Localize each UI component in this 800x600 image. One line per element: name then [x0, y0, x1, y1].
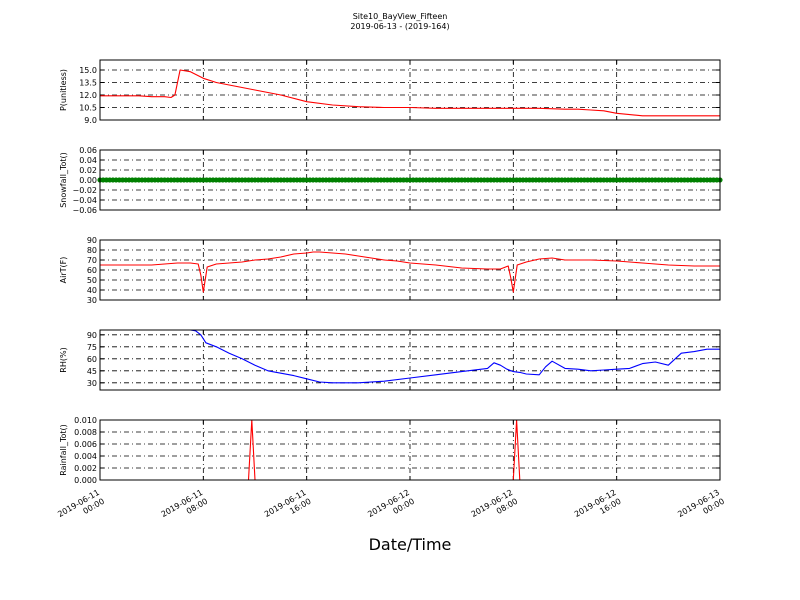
x-tick-label: 2019-06-1100:00 [56, 488, 106, 528]
y-tick-label: 10.5 [79, 104, 97, 113]
axes-frame [99, 419, 721, 481]
y-tick-label: 45 [87, 367, 97, 376]
figure-title: Site10_BayView_Fifteen [353, 12, 448, 21]
axes-frame [99, 149, 721, 211]
y-tick-label: 0.06 [79, 146, 97, 155]
y-tick-label: 90 [87, 331, 97, 340]
y-tick-label: 0.002 [74, 464, 97, 473]
figure-subtitle: 2019-06-13 - (2019-164) [350, 22, 449, 31]
x-tick-label: 2019-06-1116:00 [263, 488, 313, 528]
y-tick-label: 60 [87, 355, 97, 364]
y-tick-label: 40 [87, 286, 97, 295]
series-line [100, 69, 720, 117]
y-tick-label: 0.02 [79, 166, 97, 175]
y-tick-label: 15.0 [79, 66, 97, 75]
x-tick-label: 2019-06-1200:00 [366, 488, 416, 528]
y-tick-label: 90 [87, 236, 97, 245]
x-tick-label: 2019-06-1108:00 [160, 488, 210, 528]
subplot-5: 0.000 0.002 0.004 0.006 0.008 0.010 Rainfall_T… [56, 416, 726, 528]
y-axis-label: Snowfall_Tot() [59, 152, 68, 208]
y-tick-label: 30 [87, 379, 97, 388]
y-axis-label: P(unitless) [59, 69, 68, 111]
axes-frame [99, 239, 721, 301]
series-line [100, 251, 720, 293]
y-tick-label: 60 [87, 266, 97, 275]
y-tick-label: 30 [87, 296, 97, 305]
y-axis-label: Rainfall_Tot() [59, 424, 68, 476]
y-axis-label: RH(%) [59, 347, 68, 372]
x-axis-label: Date/Time [369, 535, 452, 554]
subplot-4: 30 45 60 75 90 RH(%) [59, 329, 721, 391]
y-tick-label: 9.0 [84, 116, 97, 125]
panels-container: 9.0 10.5 12.0 13.5 15.0 P(unitless) −0.06−0.04… [56, 59, 726, 528]
y-tick-label: −0.02 [72, 186, 97, 195]
series-line [190, 329, 720, 384]
x-tick-label: 2019-06-1300:00 [676, 488, 726, 528]
y-tick-label: 0.04 [79, 156, 97, 165]
y-tick-label: 0.000 [74, 476, 97, 485]
subplot-1: 9.0 10.5 12.0 13.5 15.0 P(unitless) [59, 59, 721, 125]
y-tick-label: 80 [87, 246, 97, 255]
x-tick-label: 2019-06-1208:00 [470, 488, 520, 528]
y-tick-label: 70 [87, 256, 97, 265]
y-tick-label: 13.5 [79, 79, 97, 88]
axes-frame [99, 59, 721, 121]
y-tick-label: 0.010 [74, 416, 97, 425]
y-tick-label: 0.008 [74, 428, 97, 437]
y-tick-label: 0.00 [79, 176, 97, 185]
y-tick-label: 0.004 [74, 452, 97, 461]
y-tick-label: 75 [87, 343, 97, 352]
y-tick-label: −0.04 [72, 196, 97, 205]
y-tick-label: −0.06 [72, 206, 97, 215]
x-tick-label: 2019-06-1216:00 [573, 488, 623, 528]
y-axis-label: AirT(F) [59, 257, 68, 284]
y-tick-label: 50 [87, 276, 97, 285]
y-tick-label: 0.006 [74, 440, 97, 449]
y-tick-label: 12.0 [79, 91, 97, 100]
subplot-2: −0.06−0.04−0.020.000.020.040.06 Snowfall_… [59, 146, 723, 215]
axes-frame [99, 329, 721, 391]
